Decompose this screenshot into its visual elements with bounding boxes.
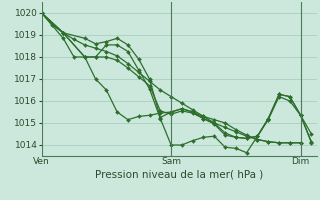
X-axis label: Pression niveau de la mer( hPa ): Pression niveau de la mer( hPa ) bbox=[95, 169, 263, 179]
